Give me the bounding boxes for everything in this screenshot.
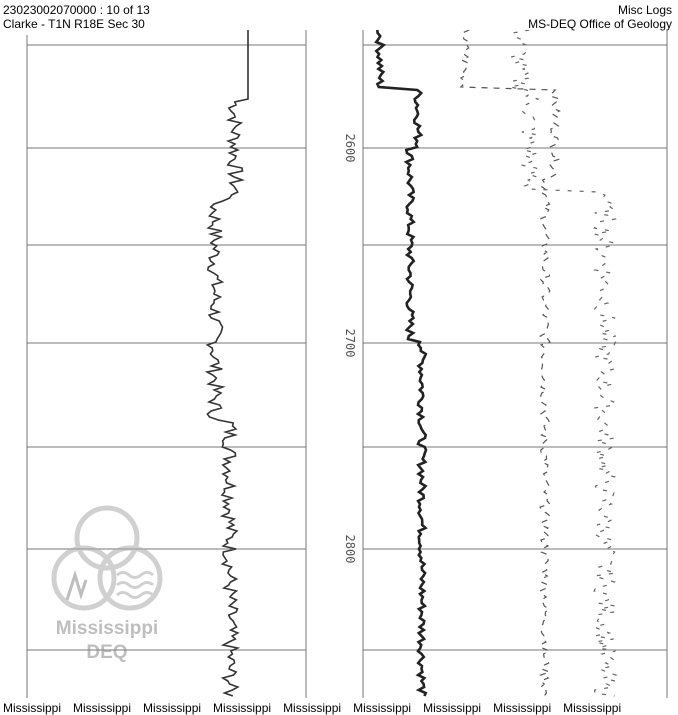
log-curves (204, 30, 618, 697)
log-source: MS-DEQ Office of Geology (528, 17, 672, 31)
mdeq-watermark-logo: Mississippi DEQ (42, 500, 172, 670)
log-type: Misc Logs (617, 3, 672, 17)
depth-label-2600: 2600 (343, 134, 357, 163)
well-location: Clarke - T1N R18E Sec 30 (3, 17, 145, 31)
well-log-scan: 2600 2700 2800 (26, 30, 668, 698)
log-curve (374, 30, 428, 697)
footer-label: Mississippi (73, 701, 132, 715)
log-curve (204, 30, 249, 697)
footer-label: Mississippi (493, 701, 552, 715)
footer-label: Mississippi (283, 701, 342, 715)
mdeq-logo-icon (51, 505, 163, 611)
watermark-line1: Mississippi (55, 618, 159, 639)
log-curve (509, 30, 618, 697)
footer-label: Mississippi (423, 701, 482, 715)
footer-labels: Mississippi Mississippi Mississippi Mississ… (3, 701, 633, 715)
footer-label: Mississippi (353, 701, 412, 715)
footer-label: Mississippi (3, 701, 62, 715)
footer-label: Mississippi (213, 701, 272, 715)
footer-label: Mississippi (143, 701, 202, 715)
footer-label: Mississippi (563, 701, 622, 715)
log-curve (459, 30, 562, 697)
log-grid (26, 30, 668, 698)
depth-label-2800: 2800 (343, 535, 357, 564)
well-id-page: 23023002070000 : 10 of 13 (3, 3, 150, 17)
depth-label-2700: 2700 (343, 329, 357, 358)
watermark-line2: DEQ (86, 642, 128, 663)
